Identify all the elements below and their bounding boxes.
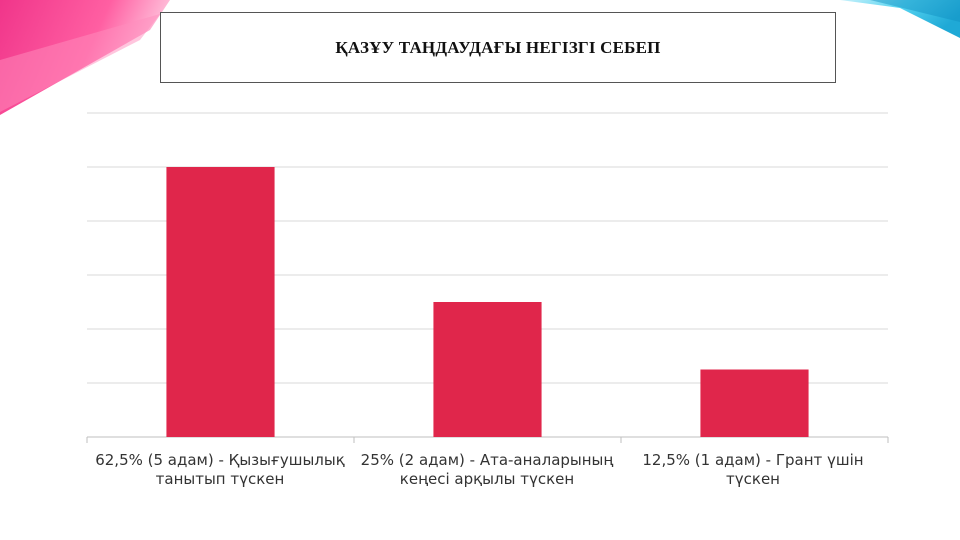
chart-title-box: ҚАЗҰУ ТАҢДАУДАҒЫ НЕГІЗГІ СЕБЕП	[160, 12, 836, 83]
category-label-2: 25% (2 адам) - Ата-аналарының кеңесі арқ…	[360, 451, 614, 488]
cyan-swoosh-highlight	[870, 0, 960, 22]
bar-1	[166, 167, 275, 437]
pink-swoosh-highlight	[0, 14, 160, 112]
category-label-1: 62,5% (5 адам) - Қызығушылық танытып түс…	[95, 451, 345, 488]
chart-title: ҚАЗҰУ ТАҢДАУДАҒЫ НЕГІЗГІ СЕБЕП	[335, 37, 661, 57]
bar-3	[700, 369, 809, 437]
bar-2	[433, 302, 542, 437]
category-label-3: 12,5% (1 адам) - Грант үшін түскен	[642, 451, 864, 488]
cyan-swoosh-shape	[840, 0, 960, 38]
